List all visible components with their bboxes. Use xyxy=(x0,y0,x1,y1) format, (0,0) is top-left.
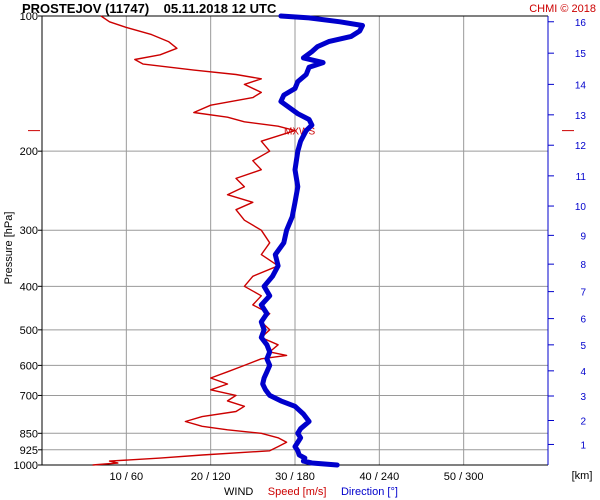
pressure-tick-label: 400 xyxy=(20,281,38,293)
km-unit-label: [km] xyxy=(572,470,593,482)
wind-tick-label: 40 / 240 xyxy=(359,471,399,483)
direction-series-line xyxy=(258,13,365,468)
pressure-tick-label: 925 xyxy=(20,445,38,457)
legend-speed: Speed [m/s] xyxy=(268,486,327,498)
mxws-label: MXWS xyxy=(284,127,315,138)
pressure-tick-label: 500 xyxy=(20,325,38,337)
wind-label: WIND xyxy=(224,486,253,498)
km-tick-label: 12 xyxy=(575,141,587,152)
km-tick-label: 3 xyxy=(580,392,586,403)
mxws-marker: MXWS xyxy=(28,127,574,138)
pressure-tick-label: 700 xyxy=(20,390,38,402)
km-tick-label: 5 xyxy=(580,341,586,352)
wind-tick-label: 20 / 120 xyxy=(191,471,231,483)
pressure-tick-label: 850 xyxy=(20,428,38,440)
wind-tick-label: 50 / 300 xyxy=(444,471,484,483)
pressure-tick-label: 100 xyxy=(20,11,38,23)
km-tick-label: 9 xyxy=(580,231,586,242)
chart-credit: CHMI © 2018 xyxy=(529,3,596,15)
chart-title: PROSTEJOV (11747) 05.11.2018 12 UTC xyxy=(22,1,277,16)
km-tick-label: 14 xyxy=(575,80,587,91)
legend-direction: Direction [°] xyxy=(341,486,398,498)
pressure-tick-label: 300 xyxy=(20,225,38,237)
km-tick-label: 10 xyxy=(575,202,587,213)
km-tick-label: 13 xyxy=(575,111,587,122)
speed-series-line xyxy=(92,15,296,466)
wind-tick-label: 30 / 180 xyxy=(275,471,315,483)
pressure-tick-label: 200 xyxy=(20,146,38,158)
wind-tick-label: 10 / 60 xyxy=(110,471,144,483)
x-axis-legend: WIND Speed [m/s] Direction [°] xyxy=(224,482,398,499)
km-tick-label: 4 xyxy=(580,367,586,378)
wind-axis: 10 / 60 20 / 120 30 / 180 40 / 240 50 / 300 xyxy=(110,471,484,483)
km-tick-label: 11 xyxy=(576,172,587,183)
pressure-tick-label: 600 xyxy=(20,360,38,372)
km-tick-label: 15 xyxy=(575,49,587,60)
pressure-tick-label: 1000 xyxy=(14,460,38,472)
km-tick-label: 16 xyxy=(575,18,587,29)
km-tick-label: 8 xyxy=(580,260,586,271)
km-tick-label: 1 xyxy=(580,440,586,451)
km-tick-label: 6 xyxy=(580,315,586,326)
pressure-axis: 100 200 300 400 500 600 700 850 925 1000 xyxy=(14,11,42,472)
km-tick-label: 2 xyxy=(580,417,586,428)
y-axis-title: Pressure [hPa] xyxy=(3,212,15,285)
km-tick-label: 7 xyxy=(580,288,586,299)
